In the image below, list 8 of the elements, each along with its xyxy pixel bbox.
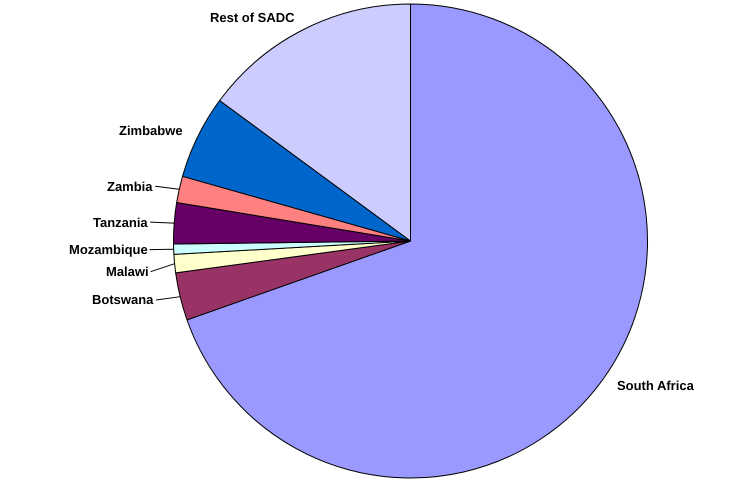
slice-label: Botswana bbox=[92, 292, 154, 307]
slice-label: Zambia bbox=[107, 179, 154, 194]
slice-label: Tanzania bbox=[93, 215, 148, 230]
slice-label: South Africa bbox=[617, 378, 695, 393]
slice-label: Malawi bbox=[106, 264, 149, 279]
slice-label: Zimbabwe bbox=[119, 123, 183, 138]
slice-label: Mozambique bbox=[69, 242, 148, 257]
slice-label: Rest of SADC bbox=[210, 10, 296, 25]
